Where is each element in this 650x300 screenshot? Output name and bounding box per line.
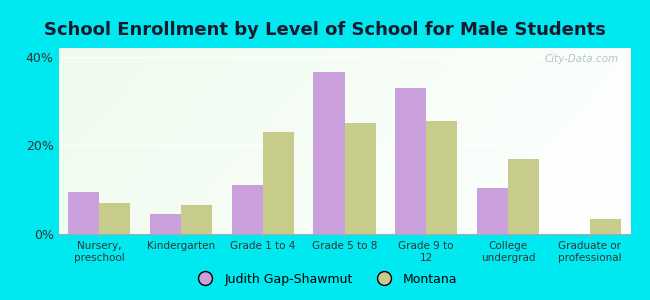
- Bar: [477, 188, 508, 234]
- Bar: [232, 185, 263, 234]
- Bar: [313, 72, 345, 234]
- Bar: [590, 218, 621, 234]
- Text: School Enrollment by Level of School for Male Students: School Enrollment by Level of School for…: [44, 21, 606, 39]
- Bar: [99, 203, 131, 234]
- Bar: [181, 205, 212, 234]
- Bar: [68, 192, 99, 234]
- Bar: [344, 123, 376, 234]
- Bar: [150, 214, 181, 234]
- Bar: [508, 159, 539, 234]
- Text: City-Data.com: City-Data.com: [545, 54, 619, 64]
- Bar: [263, 132, 294, 234]
- Bar: [395, 88, 426, 234]
- Legend: Judith Gap-Shawmut, Montana: Judith Gap-Shawmut, Montana: [188, 268, 462, 291]
- Bar: [426, 121, 457, 234]
